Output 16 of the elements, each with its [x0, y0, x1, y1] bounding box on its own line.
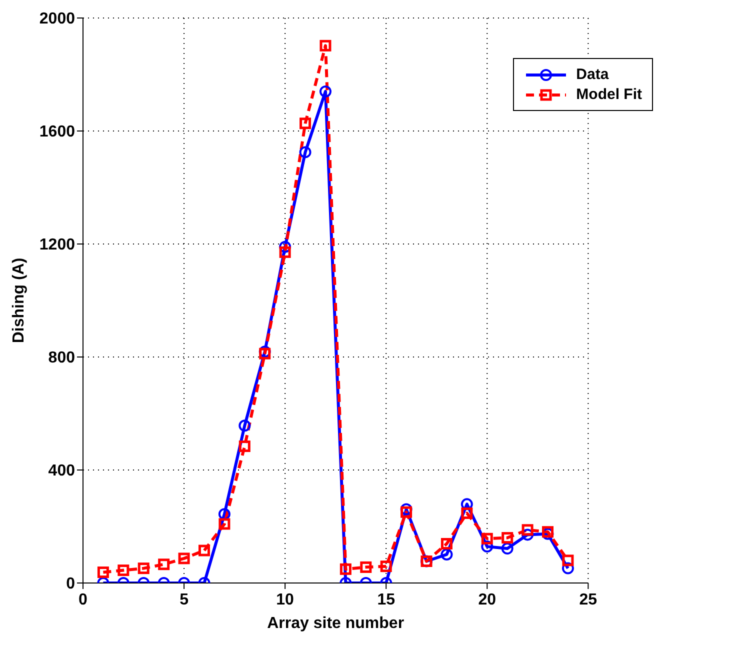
legend-label: Data [576, 66, 609, 83]
x-tick-label: 0 [78, 591, 88, 608]
y-tick-label: 400 [48, 462, 76, 480]
y-tick-label: 1600 [39, 124, 76, 141]
x-tick-label: 15 [377, 591, 396, 608]
x-tick-label: 20 [478, 591, 496, 608]
x-tick-label: 10 [276, 591, 294, 608]
x-tick-label: 25 [579, 591, 598, 608]
x-axis-title: Array site number [267, 615, 404, 632]
y-tick-label: 2000 [39, 10, 76, 28]
legend-label: Model Fit [576, 86, 642, 103]
x-tick-label: 5 [180, 591, 189, 608]
y-tick-label: 0 [66, 576, 76, 593]
y-tick-label: 1200 [39, 236, 76, 254]
y-axis-title: Dishing (A) [10, 258, 28, 344]
y-tick-label: 800 [48, 350, 76, 367]
